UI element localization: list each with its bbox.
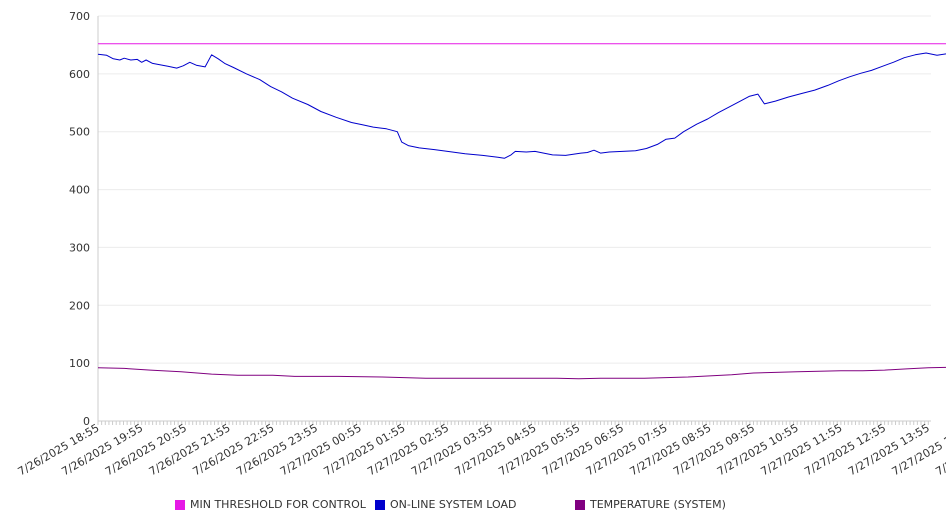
y-tick-label: 100	[69, 357, 90, 370]
y-tick-labels: 0 100 200 300 400 500 600 700	[69, 10, 90, 428]
legend-item-min-threshold: MIN THRESHOLD FOR CONTROL	[175, 498, 366, 511]
legend-swatch-min-threshold	[175, 499, 185, 510]
y-tick-label: 200	[69, 299, 90, 312]
gridlines	[98, 15, 931, 364]
y-tick-label: 700	[69, 10, 90, 23]
legend-label-system-load: ON-LINE SYSTEM LOAD	[390, 498, 517, 511]
series-line-system-load	[97, 52, 946, 159]
y-tick-label: 0	[83, 415, 90, 428]
legend: MIN THRESHOLD FOR CONTROL ON-LINE SYSTEM…	[0, 496, 946, 516]
y-tick-label: 500	[69, 126, 90, 139]
series-line-temperature	[97, 366, 946, 380]
legend-item-system-load: ON-LINE SYSTEM LOAD	[375, 498, 516, 511]
legend-item-temperature: TEMPERATURE (SYSTEM)	[575, 498, 726, 511]
legend-label-min-threshold: MIN THRESHOLD FOR CONTROL	[190, 498, 366, 511]
x-tick-labels: 7/26/2025 18:557/26/2025 19:557/26/2025 …	[16, 421, 946, 478]
y-tick-label: 400	[69, 184, 90, 197]
legend-swatch-system-load	[375, 499, 385, 510]
y-tick-label: 600	[69, 68, 90, 81]
legend-label-temperature: TEMPERATURE (SYSTEM)	[590, 498, 726, 511]
axes	[97, 16, 931, 425]
legend-swatch-temperature	[575, 499, 585, 510]
series-lines	[97, 43, 946, 380]
y-tick-label: 300	[69, 241, 90, 254]
